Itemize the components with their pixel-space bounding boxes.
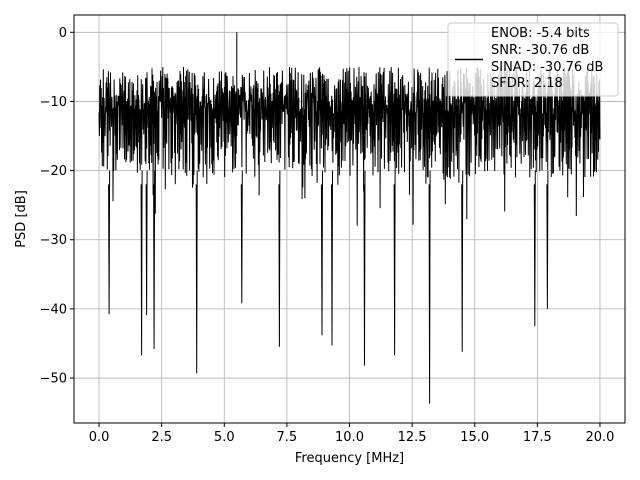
psd-series-line [98, 32, 601, 404]
plot-area [98, 32, 601, 404]
y-tick-label: −50 [40, 372, 67, 387]
y-tick-label: 0 [59, 26, 67, 41]
x-tick-label: 5.0 [214, 430, 235, 445]
legend: ENOB: -5.4 bits SNR: -30.76 dB SINAD: -3… [447, 22, 619, 97]
x-tick-label: 2.5 [151, 430, 172, 445]
x-tick-label: 10.0 [335, 430, 364, 445]
y-axis-ticks: 0 −10 −20 −30 −40 −50 [40, 26, 74, 387]
x-tick-label: 7.5 [277, 430, 298, 445]
y-axis-label: PSD [dB] [14, 190, 29, 248]
x-tick-label: 17.5 [523, 430, 552, 445]
y-tick-label: −30 [40, 233, 67, 248]
x-tick-label: 20.0 [585, 430, 614, 445]
legend-line-sinad: SINAD: -30.76 dB [491, 60, 603, 75]
y-tick-label: −40 [40, 302, 67, 317]
x-axis-label: Frequency [MHz] [295, 451, 404, 466]
x-tick-label: 12.5 [398, 430, 427, 445]
x-tick-label: 15.0 [460, 430, 489, 445]
y-tick-label: −10 [40, 95, 67, 110]
legend-box [447, 22, 619, 97]
x-tick-label: 0.0 [89, 430, 110, 445]
y-tick-label: −20 [40, 164, 67, 179]
legend-line-enob: ENOB: -5.4 bits [491, 26, 590, 41]
legend-line-sfdr: SFDR: 2.18 [491, 76, 563, 91]
x-axis-ticks: 0.0 2.5 5.0 7.5 10.0 12.5 15.0 17.5 20.0 [89, 423, 614, 445]
legend-line-snr: SNR: -30.76 dB [491, 43, 589, 58]
